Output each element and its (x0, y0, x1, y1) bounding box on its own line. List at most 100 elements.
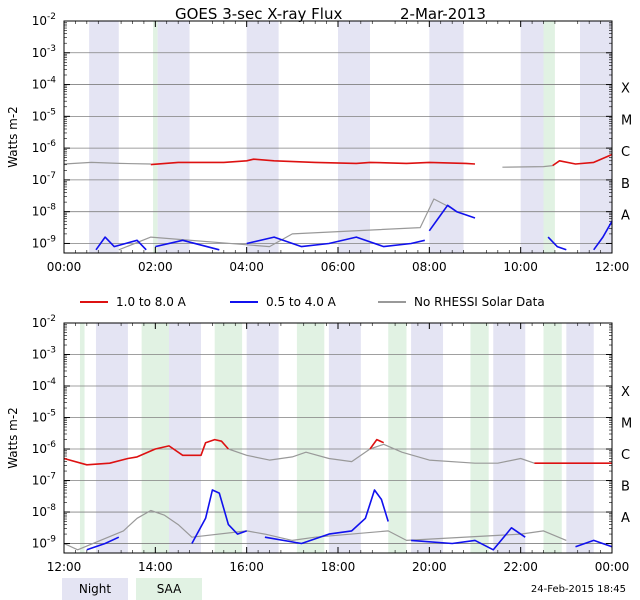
y-tick-label-base: 10 (32, 46, 47, 60)
flare-class-label: M (621, 113, 632, 128)
long-channel-line (552, 153, 613, 167)
x-tick-label: 06:00 (321, 260, 356, 274)
x-tick-label: 16:00 (229, 560, 264, 574)
night-band (328, 323, 361, 553)
y-tick-label-exponent: -2 (47, 314, 56, 324)
y-tick-label-base: 10 (32, 78, 47, 92)
y-tick-label-base: 10 (32, 14, 47, 28)
panel-pm: 10-910-810-710-610-510-410-310-2ABCMX12:… (6, 314, 632, 574)
y-tick-label-exponent: -4 (47, 76, 56, 86)
y-tick-label-base: 10 (32, 348, 47, 362)
y-tick-label-base: 10 (32, 505, 47, 519)
band-legend: Night SAA (62, 578, 202, 600)
night-band (429, 21, 464, 253)
y-tick-label: 10-5 (32, 409, 56, 425)
band-legend-swatch-saa (136, 578, 202, 600)
y-tick-label-exponent: -6 (47, 139, 56, 149)
night-band (338, 21, 370, 253)
y-tick-label-base: 10 (32, 379, 47, 393)
y-tick-label-exponent: -7 (47, 472, 56, 482)
flare-class-label: B (621, 480, 630, 495)
flare-class-label: X (621, 385, 630, 400)
night-band (493, 323, 526, 553)
saa-band (543, 21, 555, 253)
x-tick-label: 00:00 (595, 560, 630, 574)
legend-label-long: 1.0 to 8.0 A (116, 295, 187, 309)
y-tick-label: 10-9 (32, 234, 57, 250)
long-channel-norhessi-line (63, 161, 151, 165)
long-channel-norhessi-line (502, 165, 553, 168)
y-tick-label: 10-7 (32, 171, 56, 187)
band-legend-label-saa: SAA (157, 582, 182, 596)
x-tick-label: 02:00 (138, 260, 173, 274)
flare-class-label: B (621, 177, 630, 192)
flare-class-label: A (621, 511, 630, 526)
y-tick-label-base: 10 (32, 316, 47, 330)
short-channel-line (264, 489, 389, 545)
night-band (566, 323, 594, 553)
timestamp: 24-Feb-2015 18:45 (531, 584, 626, 595)
y-tick-label-base: 10 (32, 173, 47, 187)
night-band (89, 21, 119, 253)
x-tick-label: 08:00 (412, 260, 447, 274)
short-channel-line (246, 236, 425, 248)
y-axis-label: Watts m-2 (6, 407, 20, 469)
y-tick-label-exponent: -7 (47, 171, 56, 181)
y-tick-label-base: 10 (32, 474, 47, 488)
night-band (169, 323, 201, 553)
y-tick-label-exponent: -8 (47, 203, 56, 213)
band-legend-swatch-night (62, 578, 128, 600)
long-channel-line (63, 438, 229, 466)
flare-class-label: C (621, 448, 630, 463)
y-tick-label-exponent: -3 (47, 44, 56, 54)
x-tick-label: 18:00 (321, 560, 356, 574)
short-channel-line (593, 220, 613, 251)
night-band (246, 323, 279, 553)
y-tick-label-exponent: -9 (47, 535, 56, 545)
band-legend-label-night: Night (79, 582, 112, 596)
y-tick-label: 10-6 (32, 440, 57, 456)
y-tick-label: 10-8 (32, 203, 57, 219)
saa-band (214, 323, 243, 553)
night-band (95, 323, 128, 553)
flare-class-label: M (621, 417, 632, 432)
y-axis-label: Watts m-2 (6, 106, 20, 168)
y-tick-label: 10-2 (32, 12, 56, 28)
night-band (411, 323, 444, 553)
y-tick-label: 10-7 (32, 472, 56, 488)
y-tick-label: 10-3 (32, 346, 56, 362)
y-tick-label-exponent: -5 (47, 409, 56, 419)
y-tick-label: 10-5 (32, 107, 56, 123)
y-tick-label: 10-3 (32, 44, 56, 60)
night-band (157, 21, 190, 253)
long-channel-line (150, 158, 476, 166)
short-channel-line (411, 527, 526, 551)
y-tick-label-base: 10 (32, 442, 47, 456)
flare-class-label: X (621, 82, 630, 97)
short-channel-line (575, 539, 613, 548)
short-channel-line (155, 239, 220, 251)
saa-band (296, 323, 325, 553)
y-tick-label-exponent: -5 (47, 107, 56, 117)
short-channel-line (86, 536, 120, 551)
x-tick-label: 20:00 (412, 560, 447, 574)
y-tick-label-base: 10 (32, 411, 47, 425)
saa-band (470, 323, 489, 553)
saa-band (388, 323, 407, 553)
y-tick-label: 10-6 (32, 139, 57, 155)
x-tick-label: 14:00 (138, 560, 173, 574)
x-tick-label: 12:00 (47, 560, 82, 574)
legend-label-norhessi: No RHESSI Solar Data (414, 295, 545, 309)
x-tick-label: 22:00 (503, 560, 538, 574)
y-tick-label: 10-4 (32, 377, 57, 393)
y-tick-label-base: 10 (32, 141, 47, 155)
y-tick-label: 10-2 (32, 314, 56, 330)
night-band (246, 21, 279, 253)
night-band (580, 21, 612, 253)
y-tick-label: 10-9 (32, 535, 57, 551)
short-channel-line (547, 236, 567, 251)
y-tick-label-base: 10 (32, 109, 47, 123)
y-tick-label-base: 10 (32, 236, 47, 250)
y-tick-label-exponent: -8 (47, 503, 56, 513)
